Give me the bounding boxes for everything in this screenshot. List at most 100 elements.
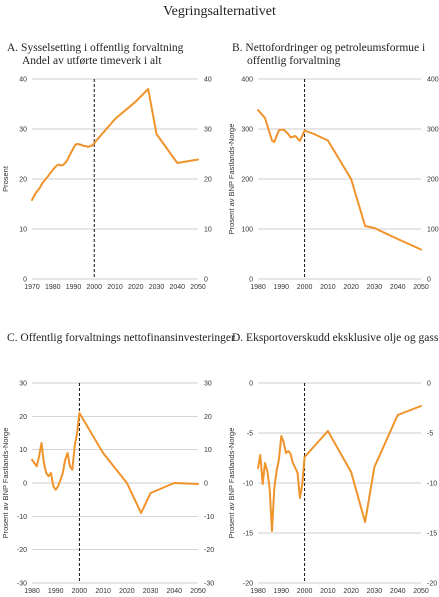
panel-c-ytick-left: -20 <box>17 547 27 554</box>
panel-b-ytick-right: 0 <box>427 277 431 284</box>
panel-b-xtick: 2030 <box>367 284 383 291</box>
panel-a-xtick: 2050 <box>190 284 206 291</box>
panel-a-xtick: 1970 <box>24 284 40 291</box>
panel-d-ytick-right: -15 <box>427 531 437 538</box>
panel-a-xtick: 2030 <box>149 284 165 291</box>
page-title: Vegringsalternativet <box>163 4 276 19</box>
panel-d-ytick-left: -5 <box>247 431 253 438</box>
panel-c-xtick: 2050 <box>190 588 206 595</box>
panel-a-ytick-right: 20 <box>204 177 212 184</box>
panel-d-ytick-right: 0 <box>427 381 431 388</box>
panel-d-title-line: D. Eksportoverskudd eksklusive olje og g… <box>232 332 439 344</box>
panel-b-subtitle: offentlig forvaltning <box>247 55 341 67</box>
panel-b-ytick-right: 100 <box>427 227 439 234</box>
panel-a-ytick-right: 0 <box>204 277 208 284</box>
panel-d-ytick-left: 0 <box>249 381 253 388</box>
panel-a-ytick-left: 10 <box>19 227 27 234</box>
panel-c-ytick-left: 10 <box>19 447 27 454</box>
panel-c-ytick-left: 0 <box>23 481 27 488</box>
panel-b-xtick: 1990 <box>273 284 289 291</box>
panel-d-ytick-right: -10 <box>427 481 437 488</box>
panel-b-xtick: 2040 <box>390 284 406 291</box>
panel-d-xtick: 1980 <box>250 588 266 595</box>
panel-b-title: B. Nettofordringer og petroleumsformue i… <box>232 42 425 68</box>
panel-c-ytick-left: 30 <box>19 381 27 388</box>
panel-c-series-line <box>31 412 199 514</box>
panel-c-title-line: C. Offentlig forvaltnings nettofinansinv… <box>7 332 235 344</box>
panel-c-ytick-right: 30 <box>204 381 212 388</box>
panel-a-ytick-left: 40 <box>19 77 27 84</box>
panel-b-ytick-left: 300 <box>241 127 253 134</box>
panel-c-xtick: 2040 <box>166 588 182 595</box>
panel-b-ytick-left: 400 <box>241 77 253 84</box>
panel-d-xtick: 1990 <box>273 588 289 595</box>
panel-a-ytick-left: 30 <box>19 127 27 134</box>
panel-c-xtick: 2020 <box>119 588 135 595</box>
panel-c-ytick-right: 20 <box>204 414 212 421</box>
panel-c-ytick-right: 0 <box>204 481 208 488</box>
panel-d-xtick: 2010 <box>320 588 336 595</box>
panel-a-subtitle: Andel av utførte timeverk i alt <box>22 55 162 67</box>
panel-b-ytick-left: 100 <box>241 227 253 234</box>
panel-a-ytick-left: 0 <box>23 277 27 284</box>
panel-a-xtick: 2010 <box>107 284 123 291</box>
panel-d-ytick-left: -15 <box>243 531 253 538</box>
panel-b-ylabel: Prosent av BNP Fastlands-Norge <box>227 124 236 235</box>
panel-b-chart: 0 0 100 100 200 200 300 300 400 400 1980 1990 2000 20… <box>227 77 439 292</box>
panel-c-title: C. Offentlig forvaltnings nettofinansinv… <box>7 332 235 345</box>
panel-d-ytick-left: -10 <box>243 481 253 488</box>
panel-c-ytick-right: -10 <box>204 514 214 521</box>
panel-c-xtick: 1980 <box>24 588 40 595</box>
panel-b-ytick-right: 400 <box>427 77 439 84</box>
panel-c-xtick: 2000 <box>72 588 88 595</box>
panel-a-xtick: 2000 <box>86 284 102 291</box>
panel-c-ytick-left: 20 <box>19 414 27 421</box>
panel-c-ytick-left: -30 <box>17 581 27 588</box>
panel-d-xtick: 2020 <box>343 588 359 595</box>
panel-d-ytick-right: -20 <box>427 581 437 588</box>
panel-d-ylabel: Prosent av BNP Fastlands-Norge <box>227 428 236 539</box>
panel-a-xtick: 1990 <box>66 284 82 291</box>
panel-b-xtick: 2010 <box>320 284 336 291</box>
panel-d-ytick-right: -5 <box>427 431 433 438</box>
panel-a-ytick-right: 10 <box>204 227 212 234</box>
panel-a-series-line <box>31 88 199 201</box>
panel-a-ytick-left: 20 <box>19 177 27 184</box>
panel-d-xtick: 2030 <box>367 588 383 595</box>
panel-b-ytick-left: 0 <box>249 277 253 284</box>
panel-b-xtick: 1980 <box>250 284 266 291</box>
panel-c-xtick: 2010 <box>95 588 111 595</box>
panel-a-xtick: 2040 <box>169 284 185 291</box>
panel-a-title: A. Sysselsetting i offentlig forvaltning… <box>7 42 183 68</box>
panel-c-ytick-right: 10 <box>204 447 212 454</box>
panel-d-title: D. Eksportoverskudd eksklusive olje og g… <box>232 332 438 345</box>
panel-c-ytick-left: -10 <box>17 514 27 521</box>
panel-a-xtick: 1980 <box>45 284 61 291</box>
panel-a-xtick: 2020 <box>128 284 144 291</box>
panel-d-xtick: 2000 <box>297 588 313 595</box>
panel-b-ytick-left: 200 <box>241 177 253 184</box>
panel-b-title-line: B. Nettofordringer og petroleumsformue i <box>232 42 426 54</box>
panel-a-ytick-right: 30 <box>204 127 212 134</box>
panel-d-xtick: 2050 <box>413 588 429 595</box>
panel-b-series-line <box>257 109 422 251</box>
panel-b-ytick-right: 200 <box>427 177 439 184</box>
panel-d-ytick-left: -20 <box>243 581 253 588</box>
panel-d-series-line <box>257 405 422 532</box>
panel-b-xtick: 2020 <box>343 284 359 291</box>
panel-c-xtick: 2030 <box>143 588 159 595</box>
panel-c-ylabel: Prosent av BNP Fastlands-Norge <box>1 428 10 539</box>
panel-d-chart: -20 -20 -15 -15 -10 -10 -5 -5 0 0 1980 1990 2000 2010… <box>227 381 437 596</box>
panel-c-ytick-right: -30 <box>204 581 214 588</box>
panel-c-xtick: 1990 <box>48 588 64 595</box>
panel-a-title-line: A. Sysselsetting i offentlig forvaltning <box>7 42 184 54</box>
panel-a-ytick-right: 40 <box>204 77 212 84</box>
panel-c-ytick-right: -20 <box>204 547 214 554</box>
panel-a-ylabel: Prosent <box>1 165 10 192</box>
panel-d-xtick: 2040 <box>390 588 406 595</box>
panel-b-xtick: 2000 <box>297 284 313 291</box>
panel-b-ytick-right: 300 <box>427 127 439 134</box>
